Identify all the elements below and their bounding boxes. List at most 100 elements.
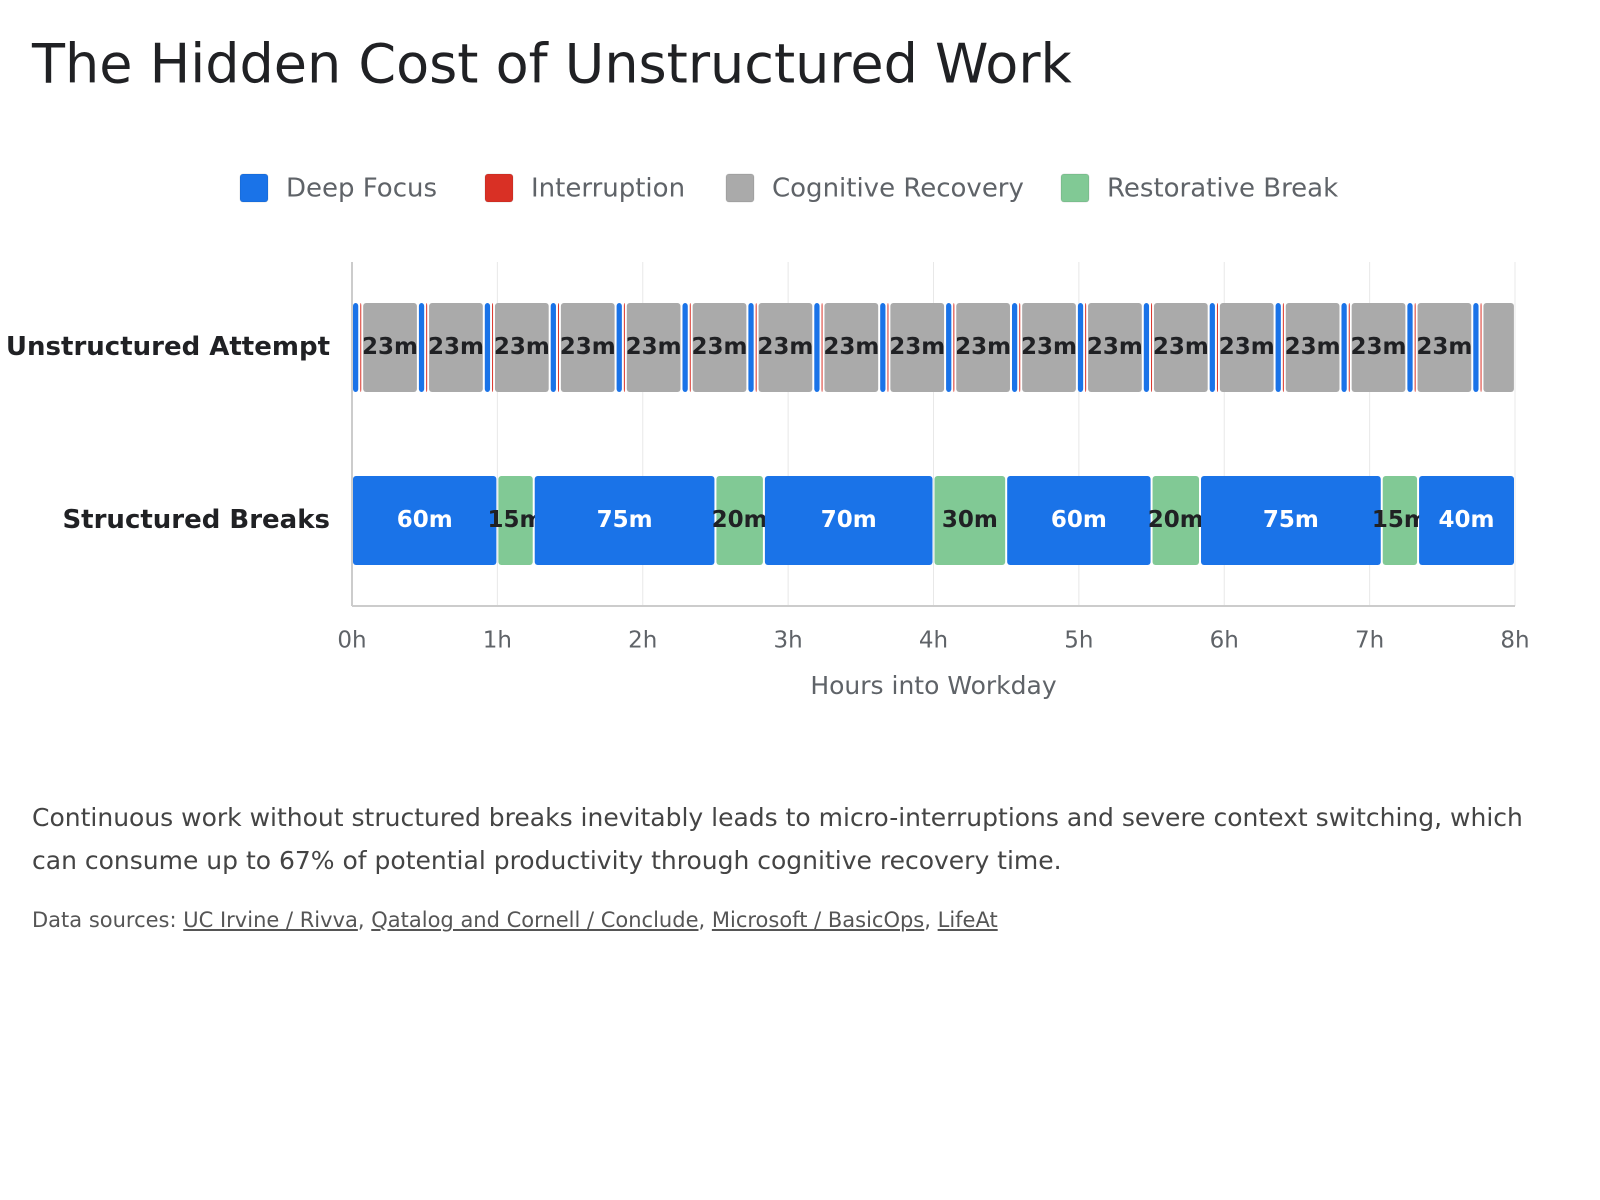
segment-label: 23m [626, 334, 682, 360]
segment [498, 476, 533, 565]
segment [1417, 303, 1472, 392]
segment [692, 303, 747, 392]
legend-swatch [484, 173, 514, 203]
segment [1419, 476, 1514, 565]
segment [821, 303, 823, 392]
segment [764, 476, 933, 565]
x-tick-label: 3h [774, 628, 803, 654]
segment-label: 30m [942, 507, 998, 533]
segment [934, 476, 1006, 565]
segment [682, 303, 688, 392]
segment [880, 303, 886, 392]
description: Continuous work without structured break… [32, 803, 1523, 875]
segment [1085, 303, 1087, 392]
segment-label: 60m [397, 507, 453, 533]
segment [1382, 476, 1418, 565]
legend-swatch [725, 173, 755, 203]
row-label: Unstructured Attempt [6, 332, 330, 362]
segment-label: 23m [757, 334, 813, 360]
segment [560, 303, 615, 392]
segment [1219, 303, 1274, 392]
segment-label: 75m [597, 507, 653, 533]
segment [689, 303, 691, 392]
segment-label: 70m [821, 507, 877, 533]
segment [1351, 303, 1406, 392]
x-axis-title: Hours into Workday [810, 671, 1057, 700]
segment [1480, 303, 1482, 392]
segment [1414, 303, 1416, 392]
segment-label: 23m [1285, 334, 1341, 360]
segment-label: 23m [494, 334, 550, 360]
x-tick-label: 5h [1064, 628, 1093, 654]
segment-label: 23m [823, 334, 879, 360]
segment [1348, 303, 1350, 392]
source-link[interactable]: Microsoft / BasicOps [712, 908, 931, 932]
legend-label: Deep Focus [286, 174, 437, 204]
sources: Data sources: UC Irvine / Rivva Qatalog … [32, 908, 998, 932]
x-tick-label: 4h [919, 628, 948, 654]
segment [1285, 303, 1340, 392]
segment [1216, 303, 1218, 392]
segment [1143, 303, 1150, 392]
segment [716, 476, 763, 565]
legend-swatch [1060, 173, 1090, 203]
segment [956, 303, 1010, 392]
segment-label: 23m [1021, 334, 1077, 360]
chart-title: The Hidden Cost of Unstructured Work [31, 33, 1073, 96]
segment-label: 23m [1153, 334, 1209, 360]
segment [360, 303, 362, 392]
segment [1341, 303, 1347, 392]
segment-label: 15m [488, 507, 544, 533]
segment-label: 23m [955, 334, 1011, 360]
segment [1153, 303, 1208, 392]
segment-label: 23m [428, 334, 484, 360]
segment [1007, 476, 1151, 565]
chart: The Hidden Cost of Unstructured Work Dee… [6, 33, 1530, 700]
segment [353, 476, 497, 565]
x-tick-label: 1h [483, 628, 512, 654]
segment-label: 20m [712, 507, 768, 533]
segment-label: 23m [1416, 334, 1472, 360]
segment-label: 23m [362, 334, 418, 360]
segment [748, 303, 754, 392]
segment [1022, 303, 1076, 392]
segment-label: 20m [1148, 507, 1204, 533]
segment [946, 303, 952, 392]
legend-label: Interruption [531, 174, 685, 204]
segment [1152, 476, 1200, 565]
segment [1275, 303, 1281, 392]
segment [1201, 476, 1381, 565]
legend-label: Cognitive Recovery [772, 174, 1024, 204]
legend-label: Restorative Break [1107, 174, 1338, 204]
segment [492, 303, 494, 392]
segment [1473, 303, 1479, 392]
segment [953, 303, 955, 392]
segment [758, 303, 813, 392]
segment-label: 23m [560, 334, 616, 360]
segment-label: 60m [1051, 507, 1107, 533]
segment-label: 23m [1351, 334, 1407, 360]
legend-swatch [239, 173, 269, 203]
segment [418, 303, 425, 392]
segment [557, 303, 559, 392]
segment [1407, 303, 1413, 392]
segment-label: 15m [1372, 507, 1428, 533]
segment [887, 303, 889, 392]
x-tick-label: 0h [337, 628, 366, 654]
segment [484, 303, 491, 392]
source-link[interactable]: Qatalog and Cornell / Conclude [371, 908, 705, 932]
sources-label: Data sources: [32, 908, 177, 932]
segment [824, 303, 879, 392]
x-tick-label: 2h [628, 628, 657, 654]
segment [426, 303, 428, 392]
segment [534, 476, 715, 565]
segment-label: 75m [1263, 507, 1319, 533]
segment [363, 303, 417, 392]
segment [1019, 303, 1021, 392]
source-link[interactable]: UC Irvine / Rivva [183, 908, 364, 932]
segment [626, 303, 681, 392]
source-link[interactable]: LifeAt [937, 908, 998, 932]
segment [755, 303, 757, 392]
segment [429, 303, 483, 392]
segment [814, 303, 820, 392]
